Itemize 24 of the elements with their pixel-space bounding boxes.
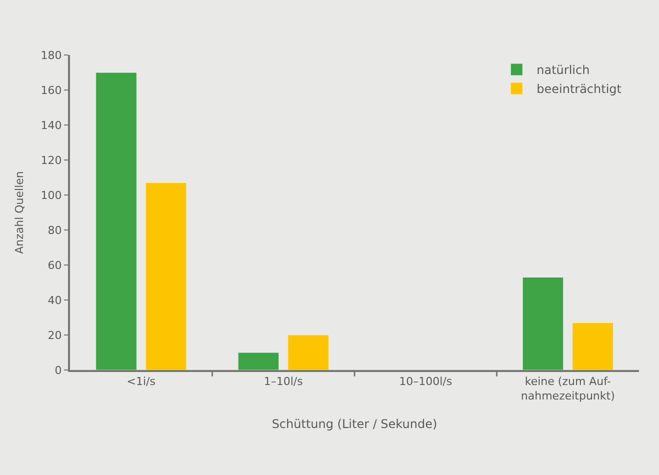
- y-tick-label: 180: [40, 48, 62, 62]
- y-tick-label: 40: [48, 294, 62, 307]
- bar: [238, 352, 280, 370]
- bar: [572, 322, 614, 370]
- legend-label: beeinträchtigt: [536, 82, 622, 96]
- x-tick-label: keine (zum Auf- nahmezeitpunkt): [520, 375, 615, 402]
- bar: [288, 334, 329, 370]
- x-tick-label: 1–10l/s: [264, 375, 304, 388]
- y-tick-label: 60: [48, 258, 62, 272]
- y-tick-label: 120: [40, 154, 62, 167]
- x-axis-title: Schüttung (Liter / Sekunde): [272, 416, 438, 431]
- bar: [145, 182, 187, 370]
- x-tick-label: <1i/s: [126, 375, 156, 388]
- legend-label: natürlich: [536, 63, 590, 78]
- y-tick-label: 160: [40, 84, 62, 97]
- y-tick-label: 20: [48, 328, 62, 342]
- y-axis-title: Anzahl Quellen: [12, 171, 26, 254]
- y-tick-label: 100: [40, 188, 62, 202]
- bar: [522, 277, 564, 370]
- y-tick-label: 140: [40, 118, 62, 132]
- y-tick-label: 0: [54, 364, 62, 377]
- bar: [96, 72, 137, 370]
- y-tick-label: 80: [48, 224, 62, 237]
- x-tick-label: 10–100l/s: [399, 375, 452, 388]
